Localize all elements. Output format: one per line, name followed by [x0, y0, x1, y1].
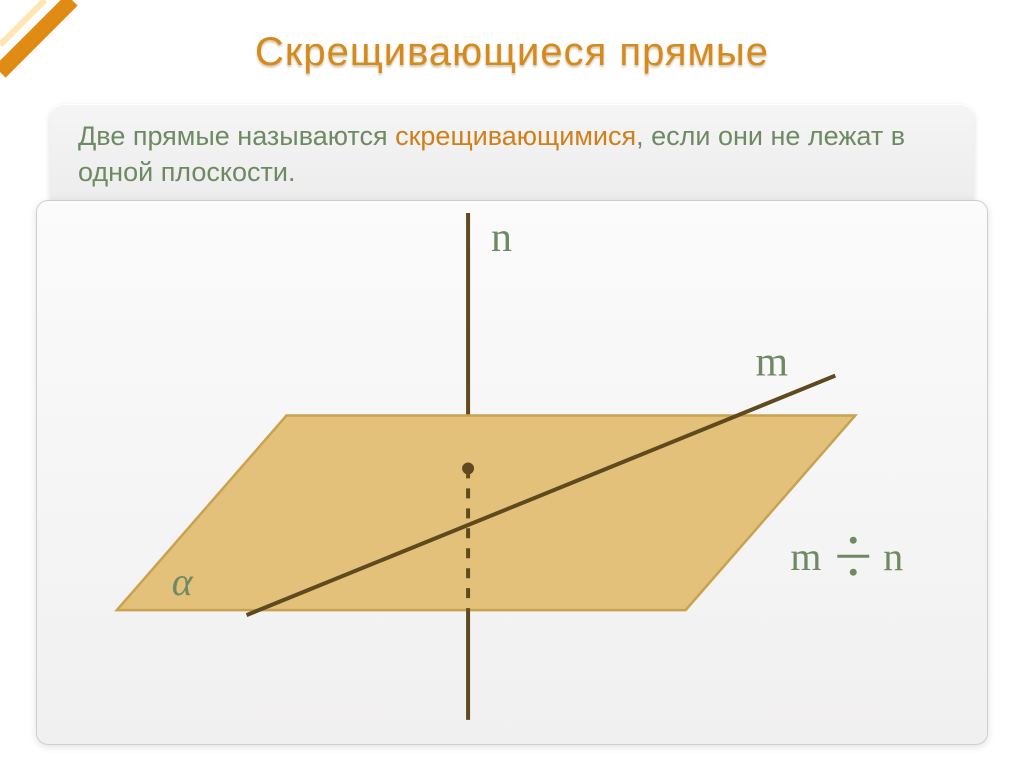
definition-part1: Две прямые называются: [78, 121, 395, 151]
skew-lines-diagram: n m α m n: [37, 201, 987, 745]
notation-n: n: [883, 534, 903, 579]
plane-alpha: [117, 416, 855, 611]
content-card: n m α m n: [36, 200, 988, 745]
notation-m: m: [790, 534, 821, 579]
page-root: Скрещивающиеся прямые Две прямые называю…: [0, 0, 1024, 767]
label-alpha: α: [172, 559, 194, 604]
label-n: n: [491, 215, 512, 261]
skew-symbol-dot-top: [850, 537, 857, 544]
definition-box: Две прямые называются скрещивающимися, е…: [50, 104, 974, 207]
page-title: Скрещивающиеся прямые: [0, 30, 1024, 75]
skew-symbol-dot-bottom: [850, 569, 857, 576]
definition-highlight: скрещивающимися: [395, 121, 636, 151]
label-m: m: [755, 340, 788, 386]
pierce-point: [462, 462, 474, 474]
skew-notation: m n: [790, 534, 903, 579]
